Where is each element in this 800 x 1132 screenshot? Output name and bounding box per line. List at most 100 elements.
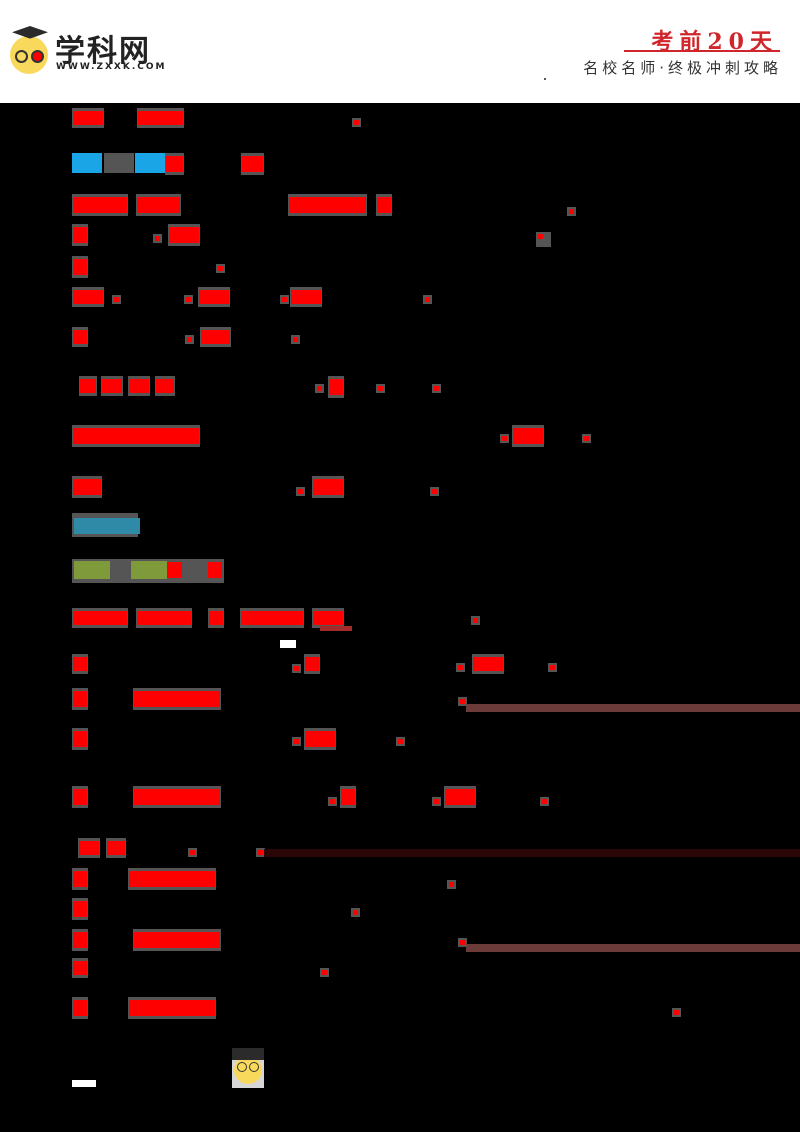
section-heading-green [74,561,110,579]
formula-marker [500,434,509,443]
highlight-fragment [312,476,344,498]
highlight-fragment [72,786,88,808]
highlight-fragment [128,868,216,890]
underline-mark [264,849,800,857]
zxxk-logo-icon [10,26,50,74]
highlight-fragment [72,654,88,674]
formula-marker [536,232,551,247]
section-heading-green [131,561,167,579]
tagline: 名校名师·终极冲刺攻略 [583,59,782,77]
formula-marker [423,295,432,304]
formula-marker [184,295,193,304]
answer-label [72,608,128,628]
underline-mark [320,626,352,631]
formula-marker [471,616,480,625]
formula-marker [315,384,324,393]
answer-label [72,194,128,216]
formula-marker [320,968,329,977]
highlight-fragment [136,608,192,628]
highlight-fragment [288,194,367,216]
section-heading-blue [135,153,165,173]
formula-marker [292,664,301,673]
formula-marker [540,797,549,806]
highlight-fragment [444,786,476,808]
formula-marker [432,797,441,806]
formula-marker [447,880,456,889]
highlight-fragment [72,868,88,890]
formula-marker [432,384,441,393]
highlight-fragment [290,287,322,307]
formula-marker [351,908,360,917]
highlight-fragment [376,194,392,216]
formula-marker [456,663,465,672]
question-part-2 [208,562,222,578]
formula-marker [430,487,439,496]
formula-marker [567,207,576,216]
slogan-divider [624,50,780,52]
highlight-fragment [512,425,544,447]
formula-marker [296,487,305,496]
highlight-fragment [72,425,200,447]
brand-name: 学科网 [55,34,151,69]
formula-marker [582,434,591,443]
highlight-fragment [72,256,88,278]
highlight-fragment [200,327,231,347]
page-header: 学科网 WWW.ZXXK.COM 考前20天 名校名师·终极冲刺攻略 [0,0,800,103]
formula-marker [458,938,467,947]
highlight-fragment [128,376,150,396]
highlight-fragment [155,376,175,396]
formula-marker [376,384,385,393]
highlight-fragment [168,224,200,246]
formula-marker [112,295,121,304]
formula-marker [280,295,289,304]
highlight-fragment [312,608,344,628]
highlight-fragment [72,929,88,951]
highlight-fragment [72,327,88,347]
question-part-2 [241,153,264,175]
highlight-fragment [72,108,104,128]
highlight-fragment [72,728,88,750]
highlight-fragment [133,786,221,808]
highlight-fragment [128,997,216,1019]
formula-marker [291,335,300,344]
highlight-fragment [137,108,184,128]
highlight-fragment [304,654,320,674]
highlight-fragment [78,838,100,858]
highlight-fragment [136,194,181,216]
formula-marker [185,335,194,344]
highlight-fragment [328,376,344,398]
highlight-fragment [340,786,356,808]
highlight-fragment [72,958,88,978]
highlight-fragment [240,608,304,628]
mascot-icon [232,1048,264,1088]
question-part-1 [165,153,184,175]
highlight-fragment [72,287,104,307]
image-fragment [280,640,296,648]
formula-marker [328,797,337,806]
highlight-fragment [72,688,88,710]
formula-marker [352,118,361,127]
formula-marker [153,234,162,243]
formula-marker [292,737,301,746]
highlight-fragment [72,997,88,1019]
formula-marker [458,697,467,706]
question-part-1 [167,562,182,578]
footer-mark [72,1080,96,1087]
highlight-fragment [104,153,134,173]
highlight-fragment [72,224,88,246]
formula-marker [256,848,265,857]
brand-url: WWW.ZXXK.COM [56,62,167,72]
highlight-fragment [472,654,504,674]
formula-marker [396,737,405,746]
highlight-fragment [208,608,224,628]
highlight-fragment [106,838,126,858]
highlight-fragment [79,376,97,396]
highlight-fragment [133,929,221,951]
highlight-fragment [304,728,336,750]
underline-mark [466,944,800,952]
section-heading-teal [74,518,140,534]
highlight-fragment [133,688,221,710]
underline-mark [466,704,800,712]
highlight-fragment [101,376,123,396]
formula-marker [548,663,557,672]
